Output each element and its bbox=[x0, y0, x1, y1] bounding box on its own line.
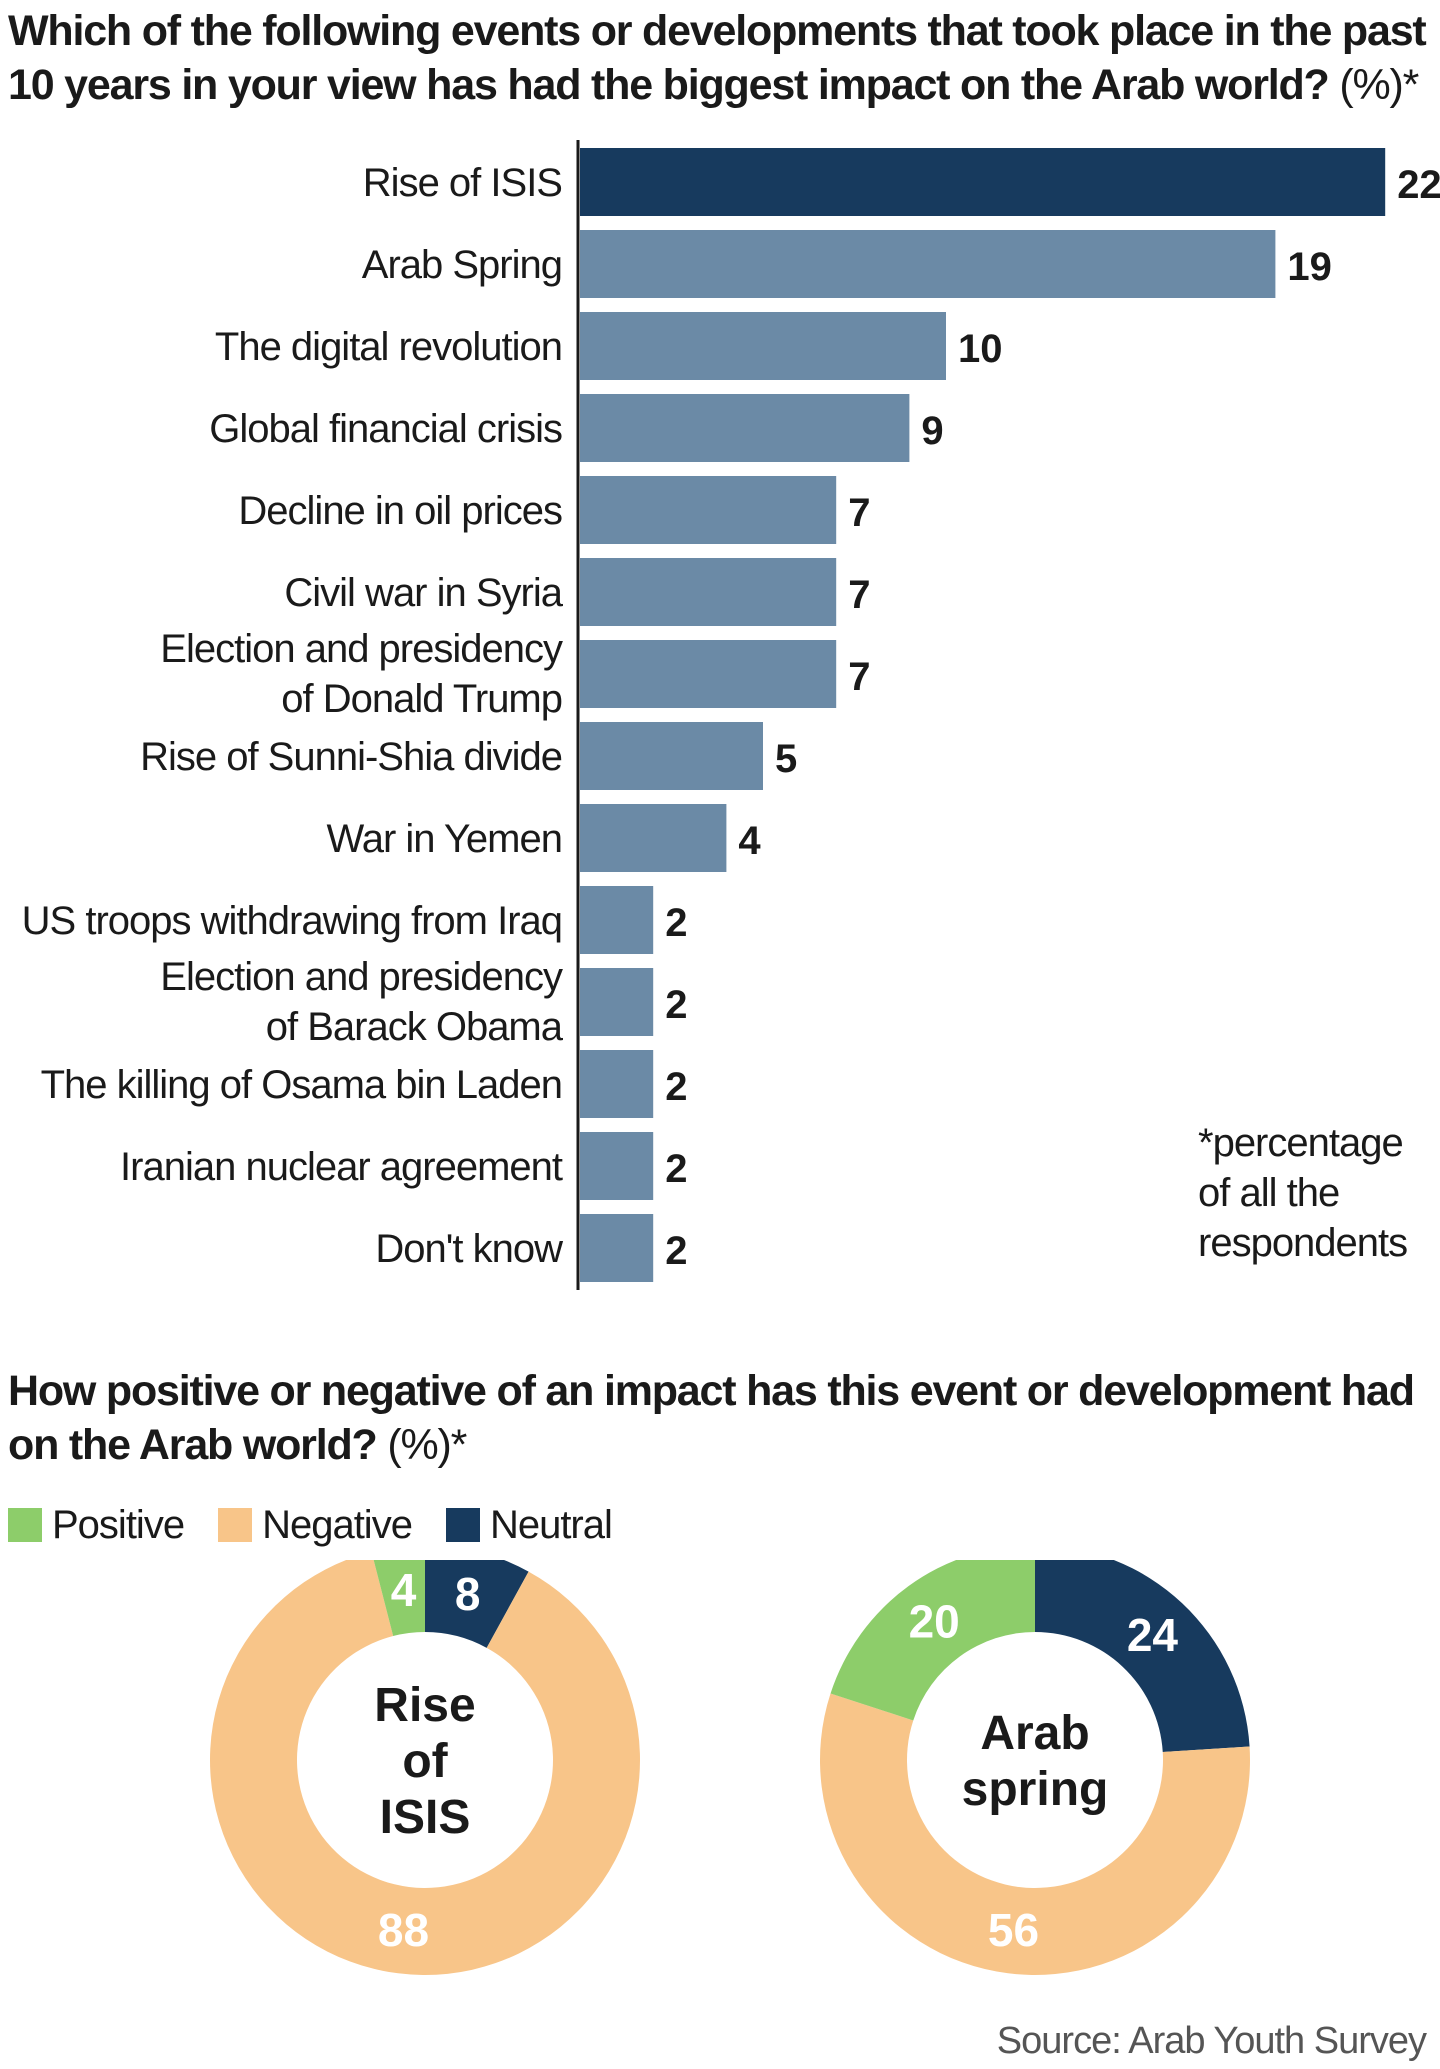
value-label: 7 bbox=[848, 573, 870, 617]
legend-negative: Negative bbox=[218, 1502, 413, 1548]
legend-swatch-negative bbox=[218, 1508, 253, 1542]
donut-center-label: Arab spring bbox=[962, 1707, 1109, 1816]
source-note: Source: Arab Youth Survey bbox=[996, 2020, 1427, 2062]
category-label: The killing of Osama bin Laden bbox=[41, 1063, 562, 1107]
bar bbox=[580, 1214, 654, 1282]
bar bbox=[580, 968, 654, 1036]
category-label: Global financial crisis bbox=[209, 407, 562, 451]
category-label: Arab Spring bbox=[362, 243, 562, 287]
value-label: 2 bbox=[665, 1229, 687, 1273]
donut-chart-title: How positive or negative of an impact ha… bbox=[8, 1367, 1415, 1469]
category-label: The digital revolution bbox=[215, 325, 562, 369]
value-label: 9 bbox=[921, 409, 943, 453]
donut-value-neutral: 24 bbox=[1127, 1609, 1179, 1661]
bar bbox=[580, 886, 654, 954]
bar bbox=[580, 558, 837, 626]
donut-value-negative: 88 bbox=[378, 1904, 429, 1956]
bar bbox=[580, 722, 763, 790]
value-label: 4 bbox=[738, 819, 761, 863]
legend-swatch-neutral bbox=[445, 1508, 480, 1542]
footnote: *percentage of all the respondents bbox=[1198, 1121, 1408, 1265]
bar bbox=[580, 312, 946, 380]
donut-slice-neutral bbox=[1035, 1560, 1250, 1752]
bar bbox=[580, 230, 1276, 298]
bar-chart-title: Which of the following events or develop… bbox=[8, 7, 1427, 109]
value-label: 19 bbox=[1287, 245, 1332, 289]
bar bbox=[580, 476, 837, 544]
bar bbox=[580, 804, 727, 872]
category-label: US troops withdrawing from Iraq bbox=[22, 899, 562, 943]
category-label: Decline in oil prices bbox=[238, 489, 562, 533]
value-label: 7 bbox=[848, 655, 870, 699]
category-label: War in Yemen bbox=[326, 817, 562, 861]
donut-slice-neutral bbox=[425, 1560, 529, 1648]
bar bbox=[580, 640, 837, 708]
legend-neutral: Neutral bbox=[445, 1502, 613, 1548]
category-label: Iranian nuclear agreement bbox=[120, 1145, 563, 1189]
donut-value-positive: 4 bbox=[391, 1564, 417, 1616]
category-label: Rise of ISIS bbox=[363, 161, 562, 205]
category-label: Rise of Sunni-Shia divide bbox=[140, 735, 562, 779]
donut-value-positive: 20 bbox=[909, 1595, 960, 1647]
donut-value-negative: 56 bbox=[988, 1904, 1039, 1956]
legend-swatch-positive bbox=[8, 1508, 42, 1542]
legend-label-negative: Negative bbox=[262, 1502, 413, 1547]
category-label: Election and presidency of Barack Obama bbox=[160, 955, 563, 1049]
value-label: 22 bbox=[1397, 163, 1440, 207]
value-label: 2 bbox=[665, 983, 687, 1027]
donut-slice-positive bbox=[373, 1560, 425, 1637]
category-label: Election and presidency of Donald Trump bbox=[160, 627, 563, 721]
value-label: 2 bbox=[665, 1065, 687, 1109]
value-label: 2 bbox=[665, 901, 687, 945]
bar bbox=[580, 148, 1386, 216]
donut-legend: Positive Negative Neutral bbox=[8, 1500, 646, 1550]
donut-slice-positive bbox=[830, 1560, 1035, 1721]
value-label: 10 bbox=[958, 327, 1003, 371]
bar bbox=[580, 394, 910, 462]
category-label: Civil war in Syria bbox=[284, 571, 563, 615]
donut-slice-negative bbox=[819, 1693, 1250, 1975]
bar bbox=[580, 1132, 654, 1200]
value-label: 5 bbox=[775, 737, 797, 781]
category-label: Don't know bbox=[375, 1227, 563, 1271]
donut-center-label: Rise of ISIS bbox=[374, 1679, 475, 1844]
legend-positive: Positive bbox=[8, 1502, 185, 1548]
donut-value-neutral: 8 bbox=[455, 1568, 481, 1620]
value-label: 2 bbox=[665, 1147, 687, 1191]
legend-label-positive: Positive bbox=[52, 1502, 185, 1547]
value-label: 7 bbox=[848, 491, 870, 535]
bar bbox=[580, 1050, 654, 1118]
legend-label-neutral: Neutral bbox=[489, 1502, 613, 1547]
donut-slice-negative bbox=[210, 1560, 640, 1975]
